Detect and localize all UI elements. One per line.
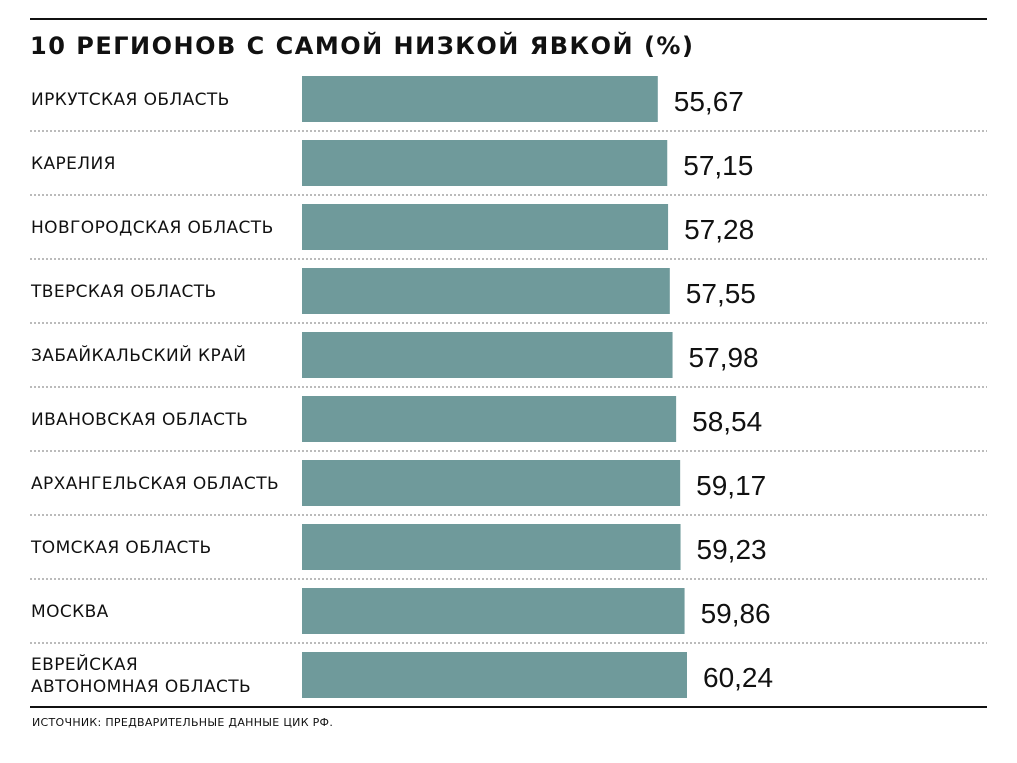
category-label-line: АРХАНГЕЛЬСКАЯ ОБЛАСТЬ — [31, 474, 279, 494]
bar — [302, 588, 685, 634]
value-label: 57,15 — [683, 150, 753, 181]
value-label: 59,17 — [696, 470, 766, 501]
value-label: 60,24 — [703, 662, 773, 693]
bar — [302, 268, 670, 314]
bar — [302, 396, 677, 442]
category-label: ИВАНОВСКАЯ ОБЛАСТЬ — [31, 410, 248, 430]
chart-title: 10 РЕГИОНОВ С САМОЙ НИЗКОЙ ЯВКОЙ (%) — [30, 32, 695, 60]
bar — [302, 524, 681, 570]
category-label-line: ЗАБАЙКАЛЬСКИЙ КРАЙ — [31, 344, 246, 366]
category-label: НОВГОРОДСКАЯ ОБЛАСТЬ — [31, 218, 274, 238]
bar — [302, 76, 658, 122]
category-label: ИРКУТСКАЯ ОБЛАСТЬ — [31, 90, 230, 110]
category-label: ЕВРЕЙСКАЯ АВТОНОМНАЯ ОБЛАСТЬ — [31, 653, 251, 697]
value-label: 57,55 — [686, 278, 756, 309]
category-label-line: ИВАНОВСКАЯ ОБЛАСТЬ — [31, 410, 248, 430]
bar — [302, 332, 673, 378]
category-label-line: НОВГОРОДСКАЯ ОБЛАСТЬ — [31, 218, 274, 238]
value-label: 57,98 — [689, 342, 759, 373]
category-label-line: ИРКУТСКАЯ ОБЛАСТЬ — [31, 90, 230, 110]
category-label-line: КАРЕЛИЯ — [31, 154, 116, 174]
top-rule — [30, 18, 987, 20]
category-label-line: ТОМСКАЯ ОБЛАСТЬ — [30, 538, 212, 558]
category-label-line: ЕВРЕЙСКАЯ — [31, 653, 138, 675]
value-label: 55,67 — [674, 86, 744, 117]
value-label: 59,23 — [697, 534, 767, 565]
bar — [302, 204, 669, 250]
bottom-rule — [30, 706, 987, 708]
category-label: ЗАБАЙКАЛЬСКИЙ КРАЙ — [31, 344, 246, 366]
category-label-line: ТВЕРСКАЯ ОБЛАСТЬ — [30, 282, 217, 302]
category-label: АРХАНГЕЛЬСКАЯ ОБЛАСТЬ — [31, 474, 279, 494]
bar — [302, 460, 681, 506]
bar — [302, 652, 687, 698]
value-label: 59,86 — [701, 598, 771, 629]
category-label: ТОМСКАЯ ОБЛАСТЬ — [30, 538, 212, 558]
bar — [302, 140, 668, 186]
category-label-line: МОСКВА — [31, 602, 109, 622]
category-label-line: АВТОНОМНАЯ ОБЛАСТЬ — [31, 677, 251, 697]
value-label: 57,28 — [684, 214, 754, 245]
value-label: 58,54 — [692, 406, 762, 437]
category-label: ТВЕРСКАЯ ОБЛАСТЬ — [30, 282, 217, 302]
category-label: КАРЕЛИЯ — [31, 154, 116, 174]
source-note: ИСТОЧНИК: ПРЕДВАРИТЕЛЬНЫЕ ДАННЫЕ ЦИК РФ. — [32, 716, 334, 729]
category-label: МОСКВА — [31, 602, 109, 622]
